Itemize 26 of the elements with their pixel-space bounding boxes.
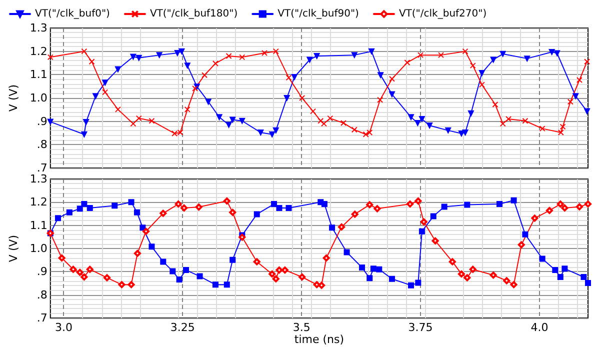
y-tick-label: .8: [36, 288, 48, 302]
legend-label: VT("/clk_buf0"): [35, 8, 110, 20]
y-tick-label: 1.2: [30, 44, 48, 58]
legend-label: VT("/clk_buf90"): [278, 8, 360, 20]
x-axis-title: time (ns): [294, 332, 344, 346]
y-tick-label: .8: [36, 138, 48, 152]
y-axis-title: V (V): [7, 84, 20, 112]
x-tick-label: 3.75: [408, 321, 433, 334]
x-tick-label: 3.5: [292, 321, 310, 334]
y-tick-label: 1.1: [30, 68, 48, 82]
y-tick-label: 1.3: [30, 22, 48, 34]
y-tick-label: 1.0: [30, 92, 48, 104]
y-axis-title: V (V): [7, 234, 20, 262]
x-tick-label: 3.0: [54, 321, 72, 334]
x-tick-label: 4.0: [530, 321, 548, 334]
legend-label: VT("/clk_buf270"): [398, 8, 487, 20]
y-tick-label: 1.1: [30, 218, 48, 232]
y-tick-label: 1.3: [30, 172, 48, 186]
y-tick-label: .7: [36, 312, 48, 324]
y-tick-label: .9: [36, 265, 48, 278]
y-tick-label: .9: [36, 114, 48, 128]
y-tick-label: 1.2: [30, 196, 48, 209]
y-tick-label: .7: [36, 162, 48, 174]
legend-label: VT("/clk_buf180"): [150, 8, 238, 20]
x-tick-label: 3.25: [170, 321, 195, 334]
y-tick-label: 1.0: [30, 242, 48, 255]
